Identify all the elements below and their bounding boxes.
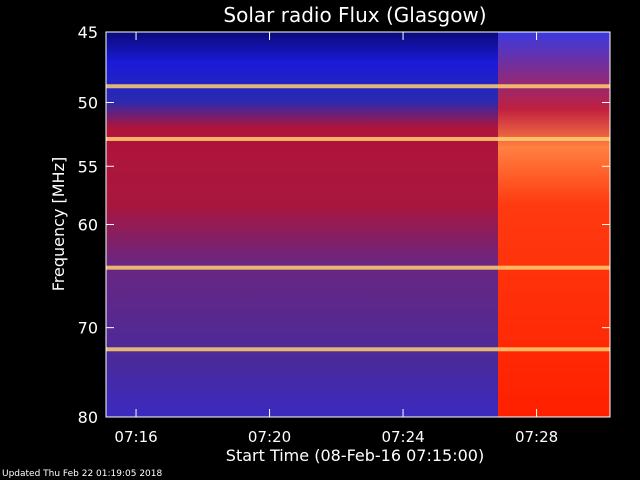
chart-title: Solar radio Flux (Glasgow) bbox=[223, 3, 486, 27]
x-tick-label: 07:24 bbox=[381, 428, 424, 446]
emission-line bbox=[106, 136, 610, 141]
y-tick-label: 55 bbox=[78, 157, 98, 176]
emission-line bbox=[106, 265, 610, 270]
burst-region bbox=[498, 32, 610, 417]
x-tick-label: 07:28 bbox=[515, 428, 558, 446]
y-tick-label: 80 bbox=[78, 408, 98, 427]
y-axis-label: Frequency [MHz] bbox=[49, 157, 68, 291]
y-tick-label: 60 bbox=[78, 216, 98, 235]
emission-line bbox=[106, 347, 610, 352]
y-tick-label: 50 bbox=[78, 94, 98, 113]
y-tick-label: 70 bbox=[78, 319, 98, 338]
heatmap-area bbox=[106, 32, 610, 417]
x-tick-label: 07:16 bbox=[114, 428, 157, 446]
x-axis-label: Start Time (08-Feb-16 07:15:00) bbox=[226, 446, 484, 465]
emission-line bbox=[106, 84, 610, 89]
updated-timestamp: Updated Thu Feb 22 01:19:05 2018 bbox=[2, 469, 163, 479]
y-tick-label: 45 bbox=[78, 23, 98, 42]
x-tick-label: 07:20 bbox=[248, 428, 291, 446]
